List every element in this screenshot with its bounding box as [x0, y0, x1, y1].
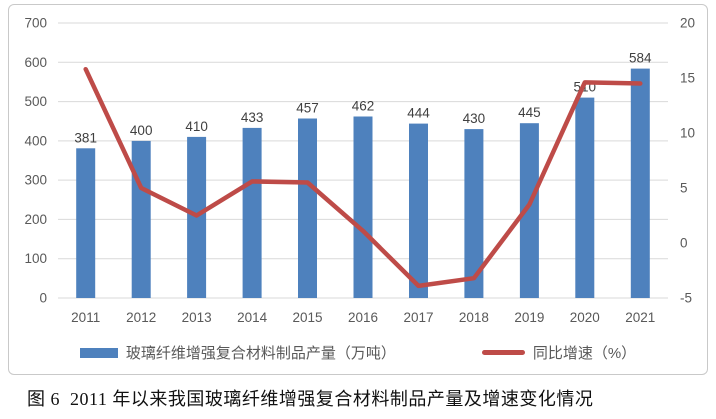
year-label: 2014	[237, 310, 268, 325]
left-axis-tick-label: 100	[24, 251, 47, 266]
year-label: 2020	[570, 310, 600, 325]
year-label: 2016	[348, 310, 378, 325]
chart-canvas: 0 100 200 300 400 500 600 700 -5 0 5 10 15 20 2011 2012…	[24, 16, 695, 326]
year-label: 2018	[459, 310, 489, 325]
bar-value-label: 457	[296, 101, 319, 116]
left-axis-tick-label: 0	[39, 291, 47, 306]
bar	[519, 123, 539, 298]
bar	[76, 148, 96, 298]
right-axis-tick-label: 0	[680, 236, 688, 251]
growth-line	[83, 66, 643, 289]
left-axis-tick-label: 600	[24, 55, 47, 70]
year-label: 2011	[71, 310, 100, 325]
bar-value-label: 410	[185, 119, 208, 134]
bar-value-label: 584	[629, 51, 652, 66]
year-label: 2015	[292, 310, 322, 325]
line-series-swatch-icon	[481, 350, 525, 355]
left-axis-tick-label: 500	[24, 94, 47, 109]
left-axis-tick-label: 200	[24, 212, 47, 227]
bar	[353, 116, 373, 298]
left-axis-tick-label: 700	[24, 16, 47, 31]
year-label: 2019	[514, 310, 544, 325]
legend-label-production: 玻璃纤维增强复合材料制品产量（万吨）	[125, 345, 396, 362]
bar-series-swatch-icon	[79, 347, 118, 358]
bar-value-label: 462	[352, 99, 375, 114]
year-label: 2017	[403, 310, 433, 325]
bar-value-label: 444	[407, 106, 430, 121]
bar	[131, 140, 151, 298]
bar	[409, 123, 428, 298]
bar-value-label: 400	[130, 123, 153, 138]
chart-legend: 玻璃纤维增强复合材料制品产量（万吨） 同比增速（%）	[9, 342, 707, 363]
bar	[630, 68, 650, 298]
bar	[242, 127, 262, 299]
bar	[575, 97, 595, 298]
left-axis-tick-label: 300	[24, 173, 47, 188]
bar-value-label: 430	[463, 111, 486, 126]
chart-area: 0 100 200 300 400 500 600 700 -5 0 5 10 15 20 2011 2012…	[8, 4, 708, 375]
right-axis-tick-label: 5	[680, 181, 688, 196]
right-axis-tick-label: 20	[680, 16, 695, 31]
year-label: 2021	[625, 310, 655, 325]
right-axis-tick-label: 15	[680, 71, 695, 86]
right-axis-tick-label: -5	[680, 291, 692, 306]
right-axis-tick-label: 10	[680, 126, 695, 141]
bar-value-label: 381	[74, 130, 97, 145]
bar	[298, 118, 317, 298]
year-label: 2012	[126, 310, 156, 325]
figure-caption: 图 6 2011 年以来我国玻璃纤维增强复合材料制品产量及增速变化情况	[27, 389, 594, 409]
legend-item-growth: 同比增速（%）	[481, 342, 637, 363]
left-axis-tick-label: 400	[24, 133, 47, 148]
bar	[464, 129, 484, 298]
bar-value-label: 445	[518, 105, 541, 120]
legend-item-production: 玻璃纤维增强复合材料制品产量（万吨）	[79, 342, 396, 363]
bar-value-label: 433	[241, 110, 264, 125]
year-label: 2013	[182, 310, 212, 325]
legend-label-growth: 同比增速（%）	[532, 345, 637, 362]
